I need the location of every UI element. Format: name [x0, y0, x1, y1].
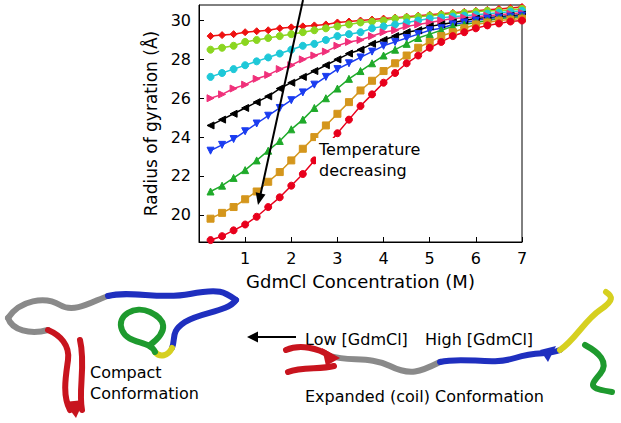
svg-text:24: 24: [171, 128, 191, 147]
svg-text:20: 20: [171, 205, 191, 224]
svg-text:1: 1: [240, 249, 250, 268]
svg-text:2: 2: [286, 249, 296, 268]
svg-text:22: 22: [171, 166, 191, 185]
svg-text:5: 5: [425, 249, 435, 268]
svg-text:Low [GdmCl]: Low [GdmCl]: [305, 330, 408, 349]
svg-text:GdmCl Concentration (M): GdmCl Concentration (M): [246, 271, 475, 292]
svg-text:7: 7: [517, 249, 527, 268]
svg-text:Temperature: Temperature: [318, 140, 420, 159]
svg-text:Compact: Compact: [90, 363, 162, 382]
svg-text:28: 28: [171, 50, 191, 69]
svg-text:30: 30: [171, 11, 191, 30]
svg-text:26: 26: [171, 89, 191, 108]
svg-text:Expanded (coil) Conformation: Expanded (coil) Conformation: [305, 387, 544, 406]
svg-text:decreasing: decreasing: [319, 161, 407, 180]
svg-text:High [GdmCl]: High [GdmCl]: [425, 330, 533, 349]
svg-text:6: 6: [471, 249, 481, 268]
svg-text:3: 3: [332, 249, 342, 268]
svg-text:Conformation: Conformation: [90, 384, 199, 403]
svg-text:Radius of gyration (Å): Radius of gyration (Å): [140, 31, 161, 216]
svg-text:4: 4: [378, 249, 388, 268]
